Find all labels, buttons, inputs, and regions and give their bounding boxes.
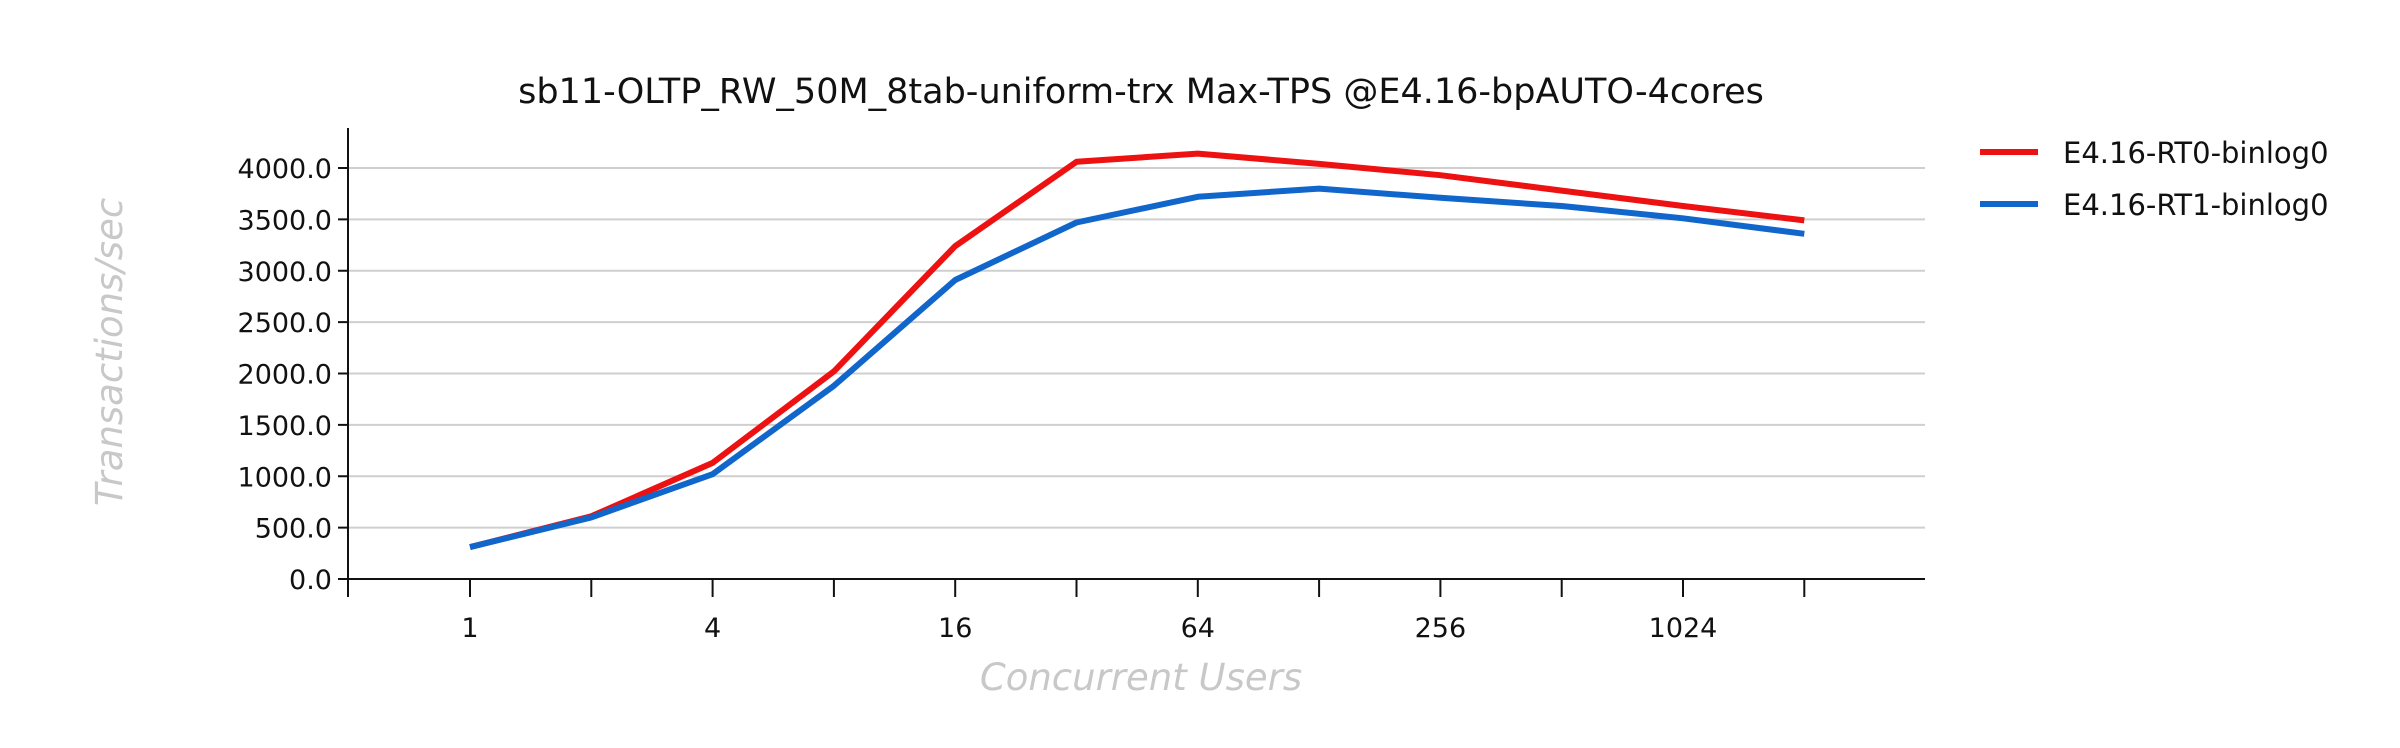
x-tick-label: 1 xyxy=(461,613,478,644)
legend-item: E4.16-RT0-binlog0 xyxy=(1980,136,2329,170)
legend-label: E4.16-RT0-binlog0 xyxy=(2063,136,2329,170)
x-axis-label: Concurrent Users xyxy=(980,656,1302,699)
legend: E4.16-RT0-binlog0 E4.16-RT1-binlog0 xyxy=(1980,136,2329,222)
x-tick-label: 64 xyxy=(1181,613,1215,644)
x-tick-label: 4 xyxy=(704,613,721,644)
y-axis-label: Transactions/sec xyxy=(88,198,131,506)
x-tick-label: 256 xyxy=(1415,613,1467,644)
y-tick-label: 0.0 xyxy=(289,565,332,596)
y-tick-label: 3000.0 xyxy=(238,257,332,288)
x-tick-label: 16 xyxy=(938,613,972,644)
chart-title: sb11-OLTP_RW_50M_8tab-uniform-trx Max-TP… xyxy=(518,72,1764,112)
grid-lines xyxy=(348,167,1925,529)
y-tick-label: 4000.0 xyxy=(238,154,332,185)
y-tick-label: 500.0 xyxy=(255,514,332,545)
y-tick-label: 2500.0 xyxy=(238,308,332,339)
x-tick-label: 1024 xyxy=(1649,613,1718,644)
y-tick-label: 3500.0 xyxy=(238,205,332,236)
y-tick-label: 1000.0 xyxy=(238,462,332,493)
y-tick-label: 1500.0 xyxy=(238,411,332,442)
series-line-2 xyxy=(469,185,1805,551)
axes xyxy=(338,128,1925,597)
legend-label: E4.16-RT1-binlog0 xyxy=(2063,188,2329,222)
series-lines xyxy=(469,150,1805,551)
y-tick-label: 2000.0 xyxy=(238,360,332,391)
tick-labels: 0.0 500.0 1000.0 1500.0 2000.0 2500.0 3000.0 35… xyxy=(238,154,1718,644)
legend-item: E4.16-RT1-binlog0 xyxy=(1980,188,2329,222)
series-line-1 xyxy=(469,150,1805,551)
